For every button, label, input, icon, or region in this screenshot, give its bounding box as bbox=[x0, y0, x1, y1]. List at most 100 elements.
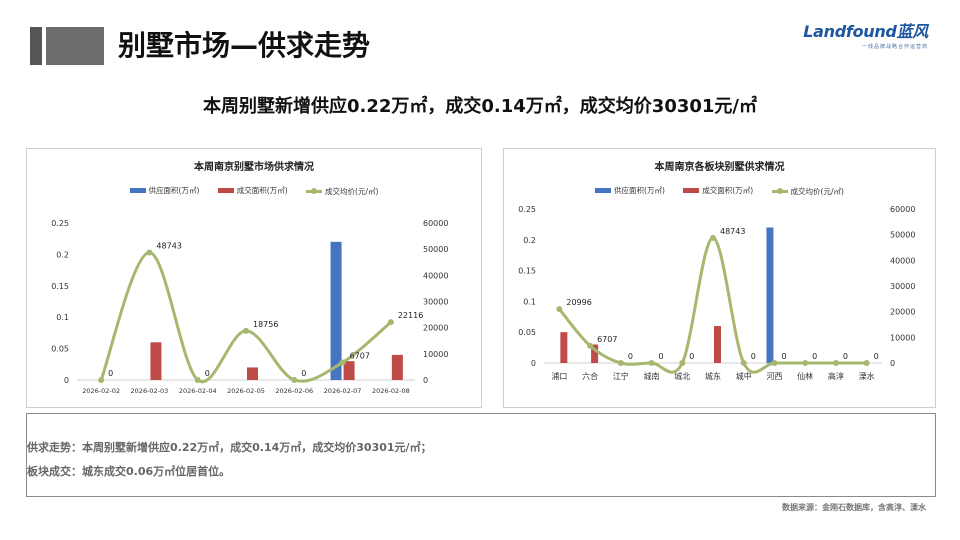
legend-label: 供应面积(万㎡) bbox=[148, 186, 200, 195]
price-point bbox=[243, 327, 249, 334]
district-supply-demand-chart: 0 0.05 0.1 0.15 0.2 0.25 0 10000 20000 30000 40000… bbox=[518, 205, 915, 381]
price-point bbox=[863, 360, 870, 366]
weekly-supply-demand-chart: 0 0.05 0.1 0.15 0.2 0.25 0 10000 20000 30000 40000… bbox=[51, 219, 448, 395]
y-right-tick-label: 10000 bbox=[423, 350, 448, 359]
legend-label: 成交均价(元/㎡) bbox=[790, 187, 844, 196]
y-left-tick-label: 0.25 bbox=[518, 205, 536, 214]
deal-bar bbox=[247, 367, 258, 380]
y-left-tick-label: 0.2 bbox=[56, 250, 69, 259]
headline: 本周别墅新增供应0.22万㎡，成交0.14万㎡，成交均价30301元/㎡ bbox=[202, 96, 758, 117]
price-point bbox=[832, 360, 839, 366]
legend-swatch-price bbox=[771, 188, 788, 194]
price-data-label: 0 bbox=[689, 352, 694, 361]
price-point bbox=[291, 377, 298, 383]
deal-bar bbox=[560, 332, 568, 363]
y-right-tick-label: 60000 bbox=[423, 219, 448, 228]
x-tick-label: 城南 bbox=[644, 371, 660, 381]
y-left-tick-label: 0.25 bbox=[51, 219, 69, 228]
y-right-tick-label: 50000 bbox=[423, 245, 448, 254]
y-left-tick-label: 0.05 bbox=[518, 328, 536, 337]
x-tick-label: 河西 bbox=[766, 371, 782, 381]
x-tick-label: 江宁 bbox=[613, 371, 629, 381]
accent-block-dark bbox=[30, 27, 42, 65]
price-line bbox=[99, 250, 392, 384]
price-point bbox=[710, 234, 716, 241]
deal-bar bbox=[150, 342, 162, 380]
y-right-tick-label: 30000 bbox=[423, 298, 448, 307]
logo-subtitle: 一线品牌战略合作运营商 bbox=[861, 44, 928, 50]
legend-item-deal: 成交面积(万㎡) bbox=[217, 185, 288, 196]
price-data-label: 0 bbox=[659, 352, 664, 361]
price-line bbox=[558, 236, 867, 374]
legend-swatch-price bbox=[306, 188, 323, 194]
legend-item-price: 成交均价(元/㎡) bbox=[306, 186, 378, 197]
deal-bar bbox=[714, 326, 721, 363]
x-tick-label: 2026-02-06 bbox=[275, 387, 313, 395]
price-point bbox=[556, 306, 563, 313]
x-tick-label: 仙林 bbox=[797, 371, 813, 381]
price-data-label: 6707 bbox=[597, 335, 617, 344]
x-tick-label: 2026-02-05 bbox=[227, 387, 265, 395]
summary-supply-demand: 供求走势：本周别墅新增供应0.22万㎡，成交0.14万㎡，成交均价30301元/… bbox=[27, 441, 432, 454]
y-left-tick-label: 0.15 bbox=[51, 282, 69, 291]
x-tick-label: 浦口 bbox=[551, 371, 567, 381]
legend-swatch-supply bbox=[129, 188, 146, 193]
supply-bar bbox=[766, 227, 774, 363]
y-right-tick-label: 10000 bbox=[890, 333, 915, 342]
y-left-tick-label: 0.1 bbox=[56, 313, 69, 322]
price-data-label: 0 bbox=[205, 369, 210, 378]
x-tick-label: 2026-02-08 bbox=[372, 387, 410, 395]
price-data-label: 0 bbox=[781, 352, 786, 361]
chart-panel-weekly: 本周南京别墅市场供求情况 供应面积(万㎡) 成交面积(万㎡) 成交均价(元/㎡)… bbox=[26, 148, 482, 408]
logo-text: Landfound蓝风 bbox=[803, 22, 928, 41]
chart-legend: 供应面积(万㎡) 成交面积(万㎡) 成交均价(元/㎡) bbox=[504, 185, 935, 197]
y-right-tick-label: 40000 bbox=[423, 271, 448, 280]
y-left-tick-label: 0 bbox=[531, 359, 536, 368]
legend-label: 成交面积(万㎡) bbox=[702, 186, 754, 195]
x-tick-label: 2026-02-04 bbox=[179, 387, 217, 395]
price-data-label: 0 bbox=[874, 352, 879, 361]
price-data-label: 0 bbox=[843, 352, 848, 361]
legend-label: 供应面积(万㎡) bbox=[614, 186, 665, 195]
price-point bbox=[740, 360, 747, 366]
y-left-tick-label: 0.15 bbox=[518, 267, 536, 276]
x-tick-label: 2026-02-02 bbox=[82, 387, 120, 395]
page-title: 别墅市场—供求走势 bbox=[118, 29, 371, 62]
price-data-label: 0 bbox=[108, 369, 113, 378]
y-right-tick-label: 50000 bbox=[890, 231, 915, 240]
chart-title: 本周南京各板块别墅供求情况 bbox=[654, 162, 785, 173]
price-point bbox=[648, 360, 655, 366]
price-point bbox=[194, 377, 201, 383]
price-data-label: 0 bbox=[628, 352, 633, 361]
price-point bbox=[587, 342, 594, 349]
summary-box: 供求走势：本周别墅新增供应0.22万㎡，成交0.14万㎡，成交均价30301元/… bbox=[26, 413, 936, 497]
price-data-label: 6707 bbox=[350, 351, 370, 360]
price-point bbox=[771, 360, 778, 366]
x-tick-label: 六合 bbox=[582, 371, 598, 381]
y-left-tick-label: 0 bbox=[64, 376, 69, 385]
y-left-tick-label: 0.05 bbox=[51, 345, 69, 354]
y-right-tick-label: 30000 bbox=[890, 282, 915, 291]
y-right-tick-label: 0 bbox=[423, 376, 428, 385]
price-point bbox=[617, 360, 624, 366]
price-point bbox=[387, 319, 394, 326]
x-tick-label: 高淳 bbox=[828, 371, 844, 381]
y-left-tick-label: 0.1 bbox=[523, 297, 536, 306]
price-data-label: 48743 bbox=[156, 241, 181, 250]
price-data-label: 20996 bbox=[566, 298, 591, 307]
brand-logo: Landfound蓝风 一线品牌战略合作运营商 bbox=[803, 18, 928, 50]
legend-item-supply: 供应面积(万㎡) bbox=[129, 185, 200, 196]
deal-bar bbox=[391, 354, 403, 380]
price-data-label: 0 bbox=[301, 369, 306, 378]
legend-item-supply: 供应面积(万㎡) bbox=[595, 185, 665, 196]
price-data-label: 0 bbox=[812, 352, 817, 361]
price-data-label: 48743 bbox=[720, 227, 745, 236]
legend-item-price: 成交均价(元/㎡) bbox=[771, 186, 844, 197]
price-data-label: 22116 bbox=[398, 311, 423, 320]
price-point bbox=[679, 360, 686, 366]
x-tick-label: 2026-02-07 bbox=[324, 387, 362, 395]
legend-swatch-deal bbox=[683, 188, 700, 193]
price-data-label: 18756 bbox=[253, 320, 278, 329]
y-right-tick-label: 20000 bbox=[423, 324, 448, 333]
x-tick-label: 溧水 bbox=[859, 371, 875, 381]
